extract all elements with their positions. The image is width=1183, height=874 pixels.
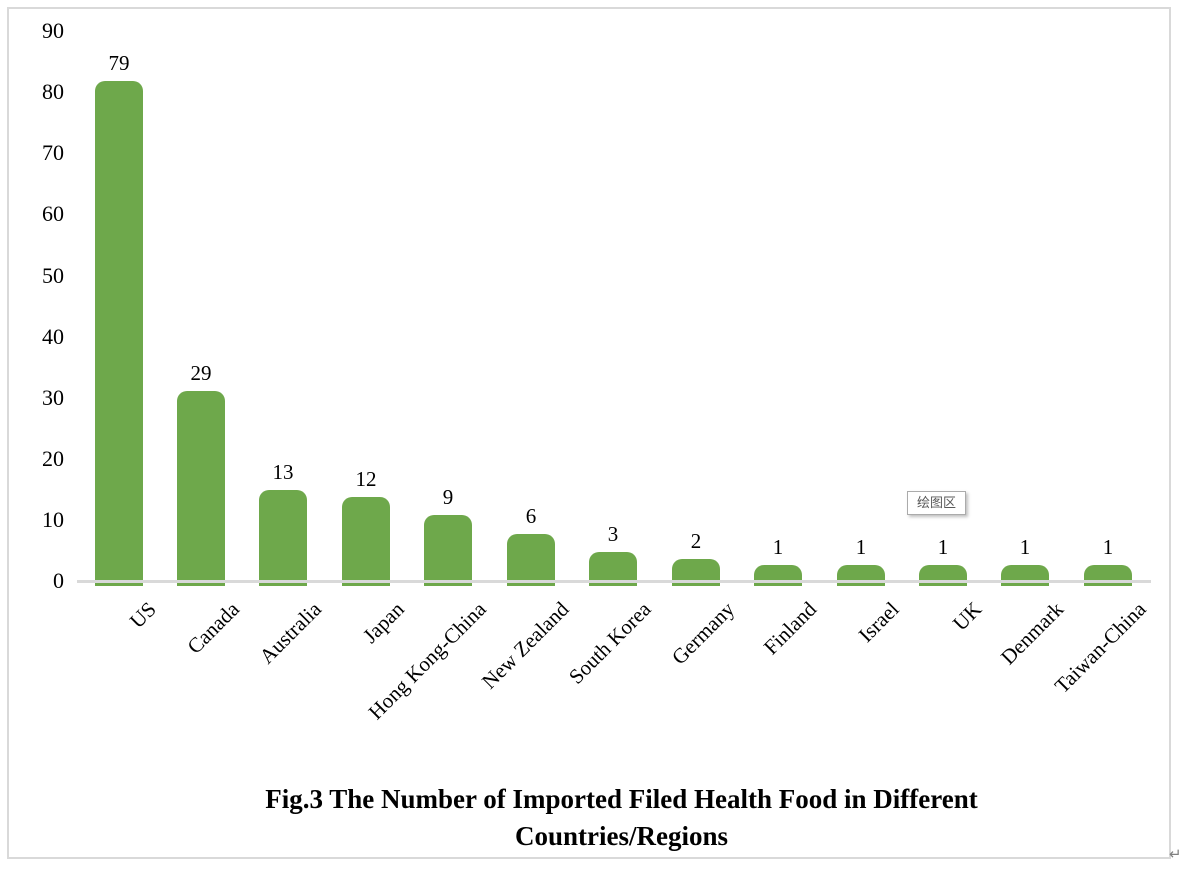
bar-us[interactable] <box>95 81 143 586</box>
y-axis-tick-label: 40 <box>42 323 64 349</box>
data-label: 12 <box>355 467 377 491</box>
chart-title-line-1: Fig.3 The Number of Imported Filed Healt… <box>265 784 978 814</box>
y-axis-tick-label: 50 <box>42 262 64 288</box>
bar-new-zealand[interactable] <box>507 534 555 586</box>
y-axis-tick-label: 10 <box>42 506 64 532</box>
y-axis-tick-label: 90 <box>42 18 64 44</box>
data-label: 1 <box>855 535 867 559</box>
y-axis-tick-label: 70 <box>42 140 64 166</box>
data-label: 13 <box>272 460 294 484</box>
bar-canada[interactable] <box>177 391 225 586</box>
data-label: 1 <box>1019 535 1031 559</box>
data-label: 1 <box>937 535 949 559</box>
chart-title-line-2: Countries/Regions <box>514 821 728 851</box>
bar-australia[interactable] <box>259 490 307 586</box>
data-label: 1 <box>772 535 784 559</box>
data-label: 1 <box>1102 535 1114 559</box>
y-axis-tick-label: 0 <box>53 568 64 593</box>
plot-area-tooltip: 绘图区 <box>907 491 967 515</box>
data-label: 3 <box>607 522 619 546</box>
x-axis-line <box>77 580 1151 583</box>
chart-title[interactable]: Fig.3 The Number of Imported Filed Healt… <box>60 781 1183 855</box>
data-label: 29 <box>190 361 212 385</box>
data-label: 2 <box>690 529 702 553</box>
bar-hong-kong-china[interactable] <box>424 515 472 586</box>
data-label: 6 <box>525 504 537 528</box>
y-axis-tick-label: 80 <box>42 79 64 105</box>
bar-japan[interactable] <box>342 497 390 586</box>
y-axis-tick-label: 60 <box>42 201 64 227</box>
data-label: 79 <box>108 51 130 75</box>
y-axis-tick-label: 30 <box>42 384 64 410</box>
y-axis-tick-label: 20 <box>42 445 64 471</box>
paragraph-mark-icon: ↵ <box>1169 845 1182 863</box>
data-label: 9 <box>442 485 454 509</box>
